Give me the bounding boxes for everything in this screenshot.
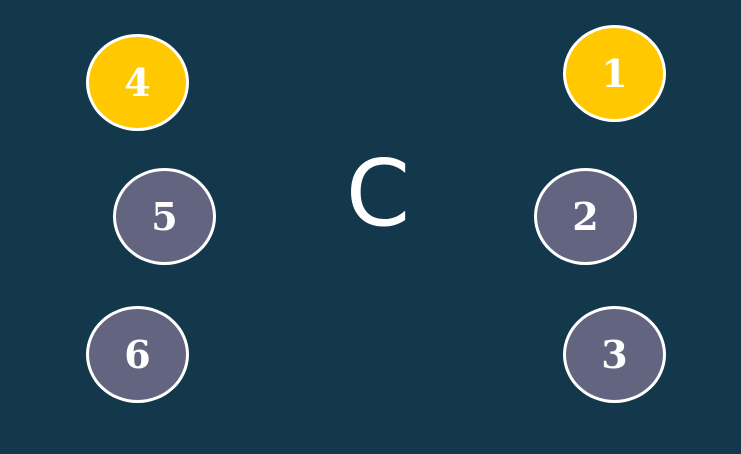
node-1-label: 1	[601, 50, 628, 96]
node-1[interactable]: 1	[563, 25, 666, 122]
center-letter: C	[345, 140, 411, 247]
node-2[interactable]: 2	[534, 168, 637, 265]
node-5-label: 5	[151, 193, 178, 239]
node-3[interactable]: 3	[563, 306, 666, 403]
node-5[interactable]: 5	[113, 168, 216, 265]
node-6-label: 6	[124, 331, 151, 377]
node-4-label: 4	[124, 59, 151, 105]
node-3-label: 3	[601, 331, 628, 377]
node-2-label: 2	[572, 193, 599, 239]
node-4[interactable]: 4	[86, 34, 189, 131]
node-6[interactable]: 6	[86, 306, 189, 403]
